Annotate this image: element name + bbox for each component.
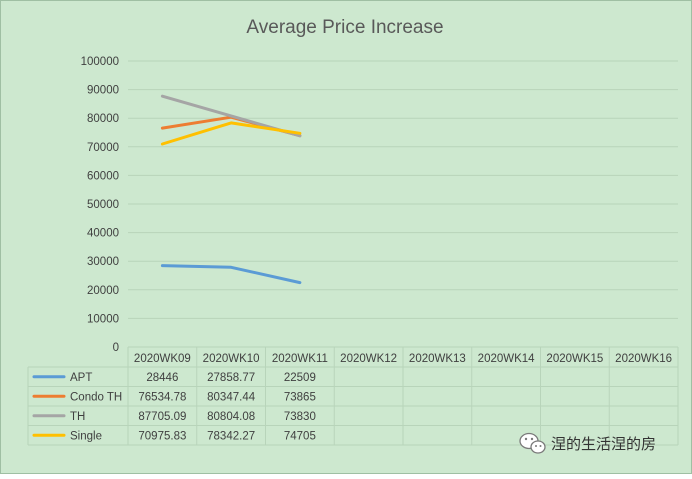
table-cell-value: 78342.27: [207, 430, 255, 442]
category-label: 2020WK13: [409, 353, 466, 365]
category-label: 2020WK14: [478, 353, 536, 365]
watermark-text: 涅的生活涅的房: [551, 436, 656, 453]
table-cell-value: 80804.08: [207, 411, 255, 423]
table-cell-value: 80347.44: [207, 391, 256, 403]
y-tick-label: 20000: [87, 285, 119, 297]
series-line-apt: [160, 264, 302, 285]
legend-label: TH: [70, 411, 85, 423]
legend-label: Condo TH: [70, 391, 122, 403]
y-tick-label: 100000: [81, 56, 119, 68]
series-lines: [160, 94, 302, 285]
y-tick-label: 70000: [87, 142, 119, 154]
y-tick-label: 90000: [87, 85, 119, 97]
table-cell-value: 87705.09: [138, 411, 186, 423]
data-table: 2020WK09 2020WK10 2020WK11 2020WK12 2020WK13…: [27, 347, 679, 446]
y-tick-label: 60000: [87, 170, 119, 182]
table-cell-value: 74705: [284, 430, 316, 442]
category-label: 2020WK11: [272, 353, 328, 365]
table-cell-value: 27858.77: [207, 372, 255, 384]
category-label: 2020WK15: [546, 353, 603, 365]
y-tick-label: 30000: [87, 256, 119, 268]
category-label: 2020WK16: [615, 353, 672, 365]
category-label: 2020WK09: [134, 353, 191, 365]
category-label: 2020WK12: [340, 353, 397, 365]
y-axis-ticks: 0 10000 20000 30000 40000 50000 60000 70000 8000…: [81, 56, 119, 354]
y-tick-label: 80000: [87, 113, 119, 125]
legend-label: APT: [70, 372, 92, 384]
legend-label: Single: [70, 430, 102, 442]
table-cell-value: 73865: [284, 391, 316, 403]
series-line-single: [160, 121, 302, 146]
table-cell-value: 22509: [284, 372, 316, 384]
y-tick-label: 10000: [87, 313, 119, 325]
table-cell-value: 70975.83: [138, 430, 186, 442]
table-cell-value: 28446: [146, 372, 178, 384]
chart-title: Average Price Increase: [246, 17, 443, 38]
y-tick-label: 50000: [87, 199, 119, 211]
category-label: 2020WK10: [203, 353, 260, 365]
table-cell-value: 76534.78: [138, 391, 186, 403]
wechat-icon: [519, 432, 546, 454]
watermark: 涅的生活涅的房: [519, 432, 656, 454]
y-tick-label: 40000: [87, 228, 119, 240]
table-cell-value: 73830: [284, 411, 316, 423]
y-tick-label: 0: [113, 342, 119, 354]
